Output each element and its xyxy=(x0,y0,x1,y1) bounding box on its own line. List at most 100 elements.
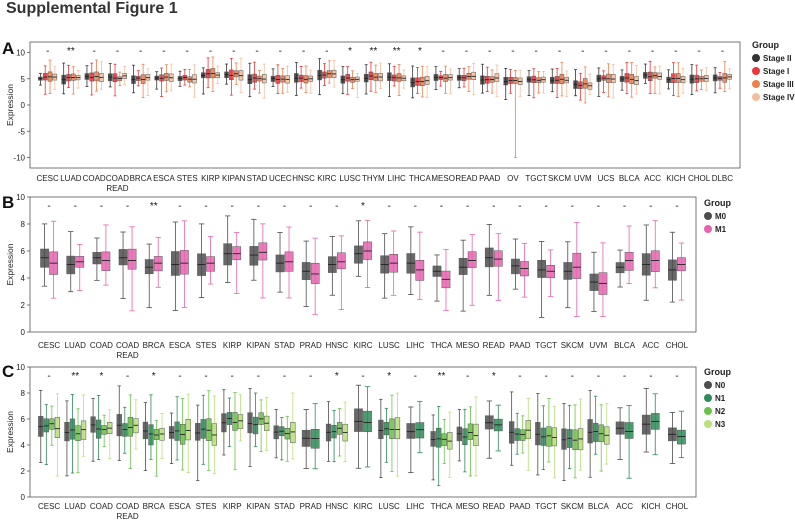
category-label: STES xyxy=(196,502,217,511)
category-label: PAAD xyxy=(509,341,530,350)
box-m1 xyxy=(232,246,242,261)
significance-label: - xyxy=(492,201,495,212)
significance-label: - xyxy=(544,201,547,212)
box-m1 xyxy=(336,252,346,270)
category-label: KIPAN xyxy=(222,174,246,183)
panel-B: B0246810Expression-CESC-LUAD-COAD-COADRE… xyxy=(2,193,731,360)
box-m1 xyxy=(153,256,163,272)
category-label: MESO xyxy=(456,341,480,350)
category-label: TGCT xyxy=(525,174,547,183)
box-n3 xyxy=(185,419,191,441)
significance-label: ** xyxy=(67,46,75,57)
category-label: STAD xyxy=(247,174,268,183)
panel-C: C0246810Expression-CESC**LUAD*COAD-COADR… xyxy=(2,362,731,521)
y-axis-label: Expression xyxy=(5,84,15,126)
significance-label: - xyxy=(441,46,444,57)
category-label: ESCA xyxy=(169,341,191,350)
category-label: LUSC xyxy=(339,174,361,183)
significance-label: - xyxy=(675,371,678,382)
significance-label: * xyxy=(335,371,339,382)
category-label: COAD xyxy=(90,502,113,511)
significance-label: - xyxy=(628,46,631,57)
significance-label: - xyxy=(414,201,417,212)
category-label: MESO xyxy=(456,502,480,511)
legend-label: N1 xyxy=(715,394,726,403)
category-label: STES xyxy=(196,341,217,350)
category-label: CESC xyxy=(37,174,59,183)
significance-label: - xyxy=(721,46,724,57)
category-label: READ xyxy=(455,174,477,183)
y-tick-label: 0 xyxy=(21,328,26,337)
legend-swatch xyxy=(704,212,712,220)
significance-label: - xyxy=(92,46,95,57)
significance-label: - xyxy=(325,46,328,57)
significance-label: - xyxy=(623,371,626,382)
significance-label: - xyxy=(581,46,584,57)
box-n3 xyxy=(473,423,479,447)
box-m0 xyxy=(118,249,128,266)
significance-label: - xyxy=(255,46,258,57)
significance-label: - xyxy=(100,201,103,212)
significance-label: * xyxy=(492,371,496,382)
significance-label: - xyxy=(204,371,207,382)
y-tick-label: 8 xyxy=(21,389,26,398)
significance-label: ** xyxy=(438,371,446,382)
box-m0 xyxy=(144,259,154,275)
box-n0 xyxy=(535,422,541,446)
box-n1 xyxy=(514,428,520,441)
box-n0 xyxy=(142,421,149,440)
box-m0 xyxy=(66,255,76,275)
legend-swatch xyxy=(704,394,712,402)
significance-label: - xyxy=(186,46,189,57)
panel-letter: C xyxy=(2,362,14,381)
box-n1 xyxy=(69,418,76,440)
category-label: CHOL xyxy=(688,174,711,183)
category-label: OV xyxy=(507,174,519,183)
significance-label: - xyxy=(46,46,49,57)
box-n3 xyxy=(551,427,558,447)
legend-title: Group xyxy=(752,40,779,50)
box-m0 xyxy=(249,246,259,266)
significance-label: - xyxy=(440,201,443,212)
category-label: CHOL xyxy=(666,502,689,511)
category-label: COAD xyxy=(83,174,106,183)
significance-label: - xyxy=(335,201,338,212)
significance-label: - xyxy=(649,371,652,382)
significance-label: - xyxy=(597,371,600,382)
significance-label: - xyxy=(465,46,468,57)
significance-label: - xyxy=(535,46,538,57)
box-stage-ii xyxy=(317,70,322,81)
box-n1 xyxy=(43,418,49,433)
category-label: UCS xyxy=(598,174,615,183)
category-label: ACC xyxy=(644,174,661,183)
significance-label: - xyxy=(604,46,607,57)
box-m0 xyxy=(511,258,520,275)
significance-label: - xyxy=(518,201,521,212)
legend-swatch xyxy=(704,407,712,415)
significance-label: - xyxy=(697,46,700,57)
category-label: CESC xyxy=(38,341,60,350)
significance-label: - xyxy=(116,46,119,57)
significance-label: ** xyxy=(393,46,401,57)
significance-label: - xyxy=(309,201,312,212)
y-axis-label: Expression xyxy=(5,243,15,285)
category-label: BLCA xyxy=(588,502,610,511)
y-axis-label: Expression xyxy=(5,411,15,453)
legend-label: Stage III xyxy=(763,80,794,89)
box-n3 xyxy=(394,417,401,440)
significance-label: - xyxy=(302,46,305,57)
box-m0 xyxy=(458,257,468,275)
legend-label: N2 xyxy=(715,407,726,416)
panel-letter: A xyxy=(2,39,14,58)
significance-label: * xyxy=(387,371,391,382)
box-n0 xyxy=(587,419,593,444)
box-m0 xyxy=(354,245,363,264)
category-label: LUSC xyxy=(378,502,400,511)
box-n2 xyxy=(389,418,395,439)
legend-label: Stage II xyxy=(763,54,791,63)
category-label: KICH xyxy=(641,502,660,511)
legend-label: Stage IV xyxy=(763,93,795,102)
category-label: BRCA xyxy=(143,502,166,511)
significance-label: - xyxy=(279,46,282,57)
significance-label: - xyxy=(518,371,521,382)
